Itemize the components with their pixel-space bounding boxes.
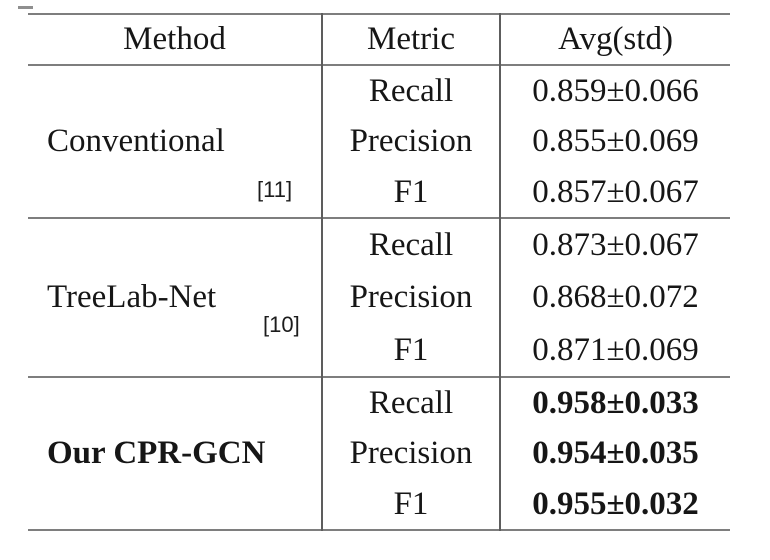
metric-cell: F1: [321, 167, 501, 218]
method-name: Our CPR-GCN: [47, 435, 266, 471]
value-cell: 0.873±0.067: [532, 226, 699, 263]
group-treelab-net: TreeLab-Net [10] Recall 0.873±0.067 Prec…: [28, 218, 730, 377]
metric-cell: Precision: [321, 428, 501, 479]
metric-cell: Recall: [321, 65, 501, 116]
method-cell-conventional: Conventional [11]: [28, 65, 322, 218]
group-conventional: Conventional [11] Recall 0.859±0.066 Pre…: [28, 65, 730, 218]
value-cell: 0.955±0.032: [532, 485, 699, 522]
metric-cell: Recall: [321, 377, 501, 428]
method-name: TreeLab-Net: [47, 279, 217, 315]
results-table: Method Metric Avg(std) Conventional [11]…: [28, 13, 730, 531]
method-cell-our-cpr-gcn: Our CPR-GCN: [28, 377, 322, 530]
metric-cell: F1: [321, 324, 501, 377]
metric-cell: Precision: [321, 116, 501, 167]
col-header-avg: Avg(std): [558, 21, 673, 57]
metric-cell: Recall: [321, 218, 501, 271]
table-row: Precision 0.954±0.035: [28, 428, 730, 479]
value-cell: 0.871±0.069: [532, 331, 699, 368]
col-header-method: Method: [123, 21, 226, 57]
citation-ref: [11]: [257, 177, 293, 202]
method-cell-treelab-net: TreeLab-Net [10]: [28, 218, 322, 377]
col-header-metric: Metric: [321, 14, 501, 65]
value-cell: 0.857±0.067: [532, 173, 699, 210]
table-row: Precision 0.855±0.069: [28, 116, 730, 167]
value-cell: 0.859±0.066: [532, 72, 699, 109]
table-row: F1 0.857±0.067: [28, 167, 730, 218]
group-our-cpr-gcn: Our CPR-GCN Recall 0.958±0.033 Precision…: [28, 377, 730, 530]
crop-artifact-line: [18, 6, 33, 9]
table-row: TreeLab-Net [10] Recall 0.873±0.067: [28, 218, 730, 336]
table-row: F1 0.871±0.069: [28, 324, 730, 377]
metric-cell: F1: [321, 479, 501, 530]
value-cell: 0.855±0.069: [532, 123, 699, 159]
metric-cell: Precision: [321, 271, 501, 324]
table-row: F1 0.955±0.032: [28, 479, 730, 530]
method-name: Conventional: [47, 123, 225, 159]
citation-ref: [10]: [263, 312, 300, 337]
value-cell: 0.958±0.033: [532, 384, 699, 421]
header-row: Method Metric Avg(std): [28, 14, 730, 65]
value-cell: 0.868±0.072: [532, 279, 699, 315]
table-row: Our CPR-GCN Recall 0.958±0.033: [28, 377, 730, 471]
table-row: Conventional [11] Recall 0.859±0.066: [28, 65, 730, 201]
value-cell: 0.954±0.035: [532, 435, 699, 471]
table-header: Method Metric Avg(std): [28, 14, 730, 65]
table-row: Precision 0.868±0.072: [28, 271, 730, 324]
